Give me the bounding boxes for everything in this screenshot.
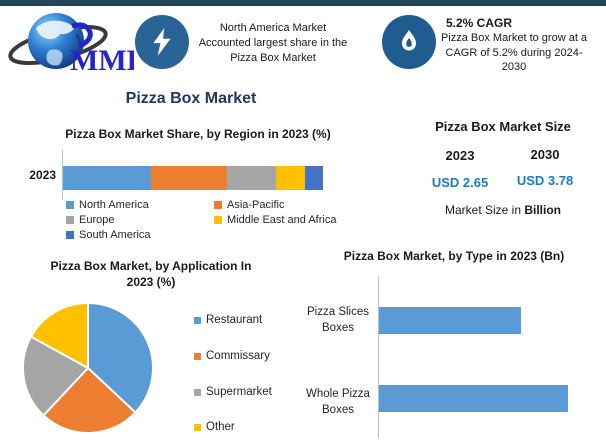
lightning-badge bbox=[135, 15, 189, 69]
highlight-line: Accounted largest share in the bbox=[198, 37, 348, 49]
region-bar-segment bbox=[151, 166, 227, 190]
page-title: Pizza Box Market bbox=[125, 90, 257, 107]
region-bar-segment bbox=[63, 166, 152, 190]
market-size-year-2023: 2023 bbox=[445, 148, 475, 163]
logo-swoosh bbox=[71, 22, 93, 49]
region-bar-segment bbox=[276, 166, 305, 190]
legend-item: Middle East and Africa bbox=[214, 214, 366, 226]
legend-marker bbox=[66, 201, 74, 209]
legend-label: Restaurant bbox=[206, 314, 263, 326]
pie-slice-restaurant bbox=[87, 302, 154, 414]
pie-slice-other bbox=[30, 302, 89, 369]
legend-marker bbox=[214, 216, 222, 224]
cagr-body: Pizza Box Market to grow at a CAGR of 5.… bbox=[440, 32, 588, 73]
legend-label: South America bbox=[79, 229, 151, 241]
type-chart-axis bbox=[378, 276, 379, 438]
legend-marker bbox=[194, 316, 201, 324]
globe-icon bbox=[8, 13, 108, 69]
application-pie-chart bbox=[22, 302, 154, 434]
type-bar-whole-pizza bbox=[379, 385, 568, 412]
application-chart-title: Pizza Box Market, by Application In 2023… bbox=[18, 258, 284, 290]
legend-label: Commissary bbox=[206, 350, 270, 362]
market-size-note-unit: Billion bbox=[524, 203, 562, 217]
lightning-icon bbox=[153, 28, 171, 56]
region-chart-legend: North America Asia-Pacific Europe Middle Ea… bbox=[66, 199, 366, 241]
type-chart-category-label: Whole Pizza Boxes bbox=[306, 388, 370, 416]
market-size-value-2030: USD 3.78 bbox=[516, 173, 574, 188]
application-chart-title-line1: Pizza Box Market, by Application In bbox=[50, 259, 252, 273]
highlight-line: North America Market bbox=[219, 22, 327, 34]
region-chart-title: Pizza Box Market Share, by Region in 202… bbox=[65, 127, 331, 141]
legend-item: Europe bbox=[66, 214, 214, 226]
type-chart-category-label: Pizza Slices Boxes bbox=[307, 306, 369, 334]
market-size-title: Pizza Box Market Size bbox=[435, 119, 571, 134]
highlight-line: Pizza Box Market bbox=[230, 52, 316, 64]
legend-marker bbox=[194, 423, 201, 431]
type-chart-title: Pizza Box Market, by Type in 2023 (Bn) bbox=[343, 249, 565, 263]
pie-slice-supermarket bbox=[22, 335, 89, 417]
highlight-cagr: 5.2% CAGR Pizza Box Market to grow at a … bbox=[438, 16, 590, 75]
flame-icon bbox=[402, 30, 416, 51]
legend-item: South America bbox=[66, 229, 214, 241]
legend-item: North America bbox=[66, 199, 214, 211]
region-chart-category-label: 2023 bbox=[29, 168, 56, 182]
legend-item: Asia-Pacific bbox=[214, 199, 366, 211]
market-size-note: Market Size in Billion bbox=[400, 203, 606, 217]
market-size-year-2030: 2030 bbox=[530, 147, 560, 162]
legend-marker bbox=[194, 352, 201, 360]
legend-item: Supermarket bbox=[194, 386, 272, 398]
legend-label: North America bbox=[79, 199, 149, 211]
legend-item: Other bbox=[194, 421, 235, 433]
legend-label: Supermarket bbox=[206, 386, 272, 398]
legend-item: Commissary bbox=[194, 350, 270, 362]
pie-slice-commissary bbox=[42, 367, 137, 434]
legend-marker bbox=[66, 231, 74, 239]
highlight-north-america: North America Market Accounted largest s… bbox=[180, 21, 366, 66]
legend-marker bbox=[214, 201, 222, 209]
legend-item: Restaurant bbox=[194, 314, 262, 326]
legend-label: Asia-Pacific bbox=[227, 199, 285, 211]
legend-label: Other bbox=[206, 421, 235, 433]
cagr-heading: 5.2% CAGR bbox=[446, 16, 513, 30]
application-chart-title-line2: 2023 (%) bbox=[126, 275, 176, 289]
region-chart-axis bbox=[62, 150, 63, 200]
mmr-logo: MMR bbox=[8, 13, 134, 76]
legend-label: Middle East and Africa bbox=[227, 214, 337, 226]
legend-label: Europe bbox=[79, 214, 115, 226]
region-bar-segment bbox=[304, 166, 323, 190]
logo-text: MMR bbox=[70, 44, 134, 76]
market-size-value-2023: USD 2.65 bbox=[431, 175, 489, 190]
flame-badge bbox=[382, 15, 436, 69]
region-stacked-bar bbox=[63, 166, 323, 190]
region-bar-segment bbox=[226, 166, 277, 190]
market-size-note-prefix: Market Size in bbox=[444, 203, 525, 217]
legend-marker bbox=[66, 216, 74, 224]
top-accent-bar bbox=[0, 0, 606, 6]
legend-marker bbox=[194, 388, 201, 396]
type-bar-pizza-slices bbox=[379, 307, 521, 334]
